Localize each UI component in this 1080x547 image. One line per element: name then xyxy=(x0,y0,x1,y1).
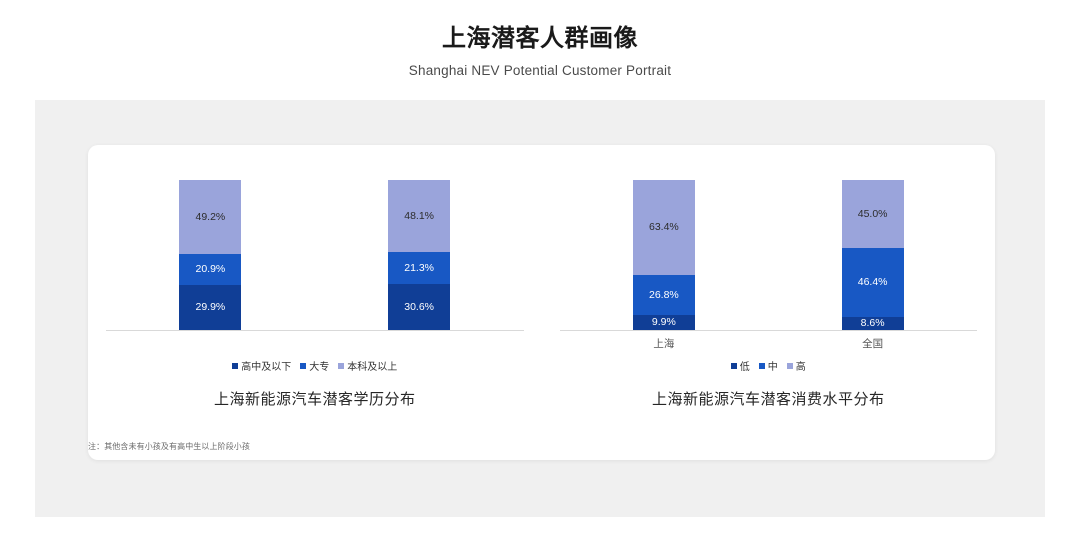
bar-segment-bachelor-plus[interactable]: 49.2% xyxy=(179,180,242,254)
legend-swatch-icon xyxy=(300,362,307,369)
legend-label: 低 xyxy=(739,362,750,373)
legend-item-medium[interactable]: 中 xyxy=(758,358,778,373)
bar-segment-low[interactable]: 9.9% xyxy=(632,315,695,330)
bar-segment-bachelor-plus[interactable]: 48.1% xyxy=(388,180,451,253)
page-subtitle: Shanghai NEV Potential Customer Portrait xyxy=(408,63,672,78)
charts-container: 49.2% 20.9% 29.9% 48.1% 21.3% 30.6% xyxy=(88,160,995,430)
bar-segment-highschool-below[interactable]: 29.9% xyxy=(179,285,242,330)
legend-swatch-icon xyxy=(730,362,737,369)
legend-swatch-icon xyxy=(338,362,345,369)
bar-column[interactable]: 49.2% 20.9% 29.9% xyxy=(179,180,242,330)
bar-segment-medium[interactable]: 26.8% xyxy=(632,275,695,316)
legend-label: 大专 xyxy=(309,362,330,373)
legend-consumption: 低 中 高 xyxy=(542,358,996,373)
x-tick-label xyxy=(388,335,450,353)
bar-segment-high[interactable]: 63.4% xyxy=(632,180,695,276)
legend-swatch-icon xyxy=(758,362,765,369)
bar-segment-medium[interactable]: 46.4% xyxy=(841,247,904,318)
x-axis-line-education xyxy=(106,330,524,331)
plot-area-education: 49.2% 20.9% 29.9% 48.1% 21.3% 30.6% xyxy=(106,180,524,330)
x-tick-label-shanghai: 上海 xyxy=(653,338,675,350)
bar-column[interactable]: 48.1% 21.3% 30.6% xyxy=(388,180,451,330)
legend-label: 高中及以下 xyxy=(241,362,292,373)
legend-education: 高中及以下 大专 本科及以上 xyxy=(88,358,542,373)
chart-caption-education: 上海新能源汽车潜客学历分布 xyxy=(213,391,416,408)
x-tick-label xyxy=(179,335,241,353)
bar-segment-low[interactable]: 8.6% xyxy=(841,317,904,330)
bar-segment-high[interactable]: 45.0% xyxy=(841,180,904,248)
legend-label: 高 xyxy=(795,362,806,373)
bar-group-consumption: 63.4% 26.8% 9.9% 45.0% 46.4% 8.6% xyxy=(560,180,978,330)
legend-label: 本科及以上 xyxy=(347,362,398,373)
x-tick-labels-consumption: 上海 全国 xyxy=(560,335,978,353)
plot-area-consumption: 63.4% 26.8% 9.9% 45.0% 46.4% 8.6% xyxy=(560,180,978,330)
page-header: 上海潜客人群画像 Shanghai NEV Potential Customer… xyxy=(0,24,1080,79)
bar-segment-highschool-below[interactable]: 30.6% xyxy=(388,284,451,330)
x-tick-labels-education xyxy=(106,335,524,353)
bar-segment-college[interactable]: 21.3% xyxy=(388,252,451,285)
page-title: 上海潜客人群画像 xyxy=(442,25,638,52)
chart-caption-consumption: 上海新能源汽车潜客消费水平分布 xyxy=(651,391,885,408)
bar-column[interactable]: 63.4% 26.8% 9.9% xyxy=(632,180,695,330)
chart-education-distribution: 49.2% 20.9% 29.9% 48.1% 21.3% 30.6% xyxy=(88,160,542,430)
bar-group-education: 49.2% 20.9% 29.9% 48.1% 21.3% 30.6% xyxy=(106,180,524,330)
x-axis-line-consumption xyxy=(559,330,977,331)
chart-consumption-level-distribution: 63.4% 26.8% 9.9% 45.0% 46.4% 8.6% 上海 全国 xyxy=(542,160,996,430)
legend-label: 中 xyxy=(767,362,778,373)
legend-swatch-icon xyxy=(232,362,239,369)
bar-column[interactable]: 45.0% 46.4% 8.6% xyxy=(841,180,904,330)
legend-item-high[interactable]: 高 xyxy=(786,358,806,373)
legend-swatch-icon xyxy=(786,362,793,369)
legend-item-bachelor-plus[interactable]: 本科及以上 xyxy=(338,358,397,373)
bar-segment-college[interactable]: 20.9% xyxy=(179,253,242,286)
legend-item-college[interactable]: 大专 xyxy=(300,358,329,373)
legend-item-highschool-below[interactable]: 高中及以下 xyxy=(232,358,291,373)
x-tick-label-nationwide: 全国 xyxy=(862,338,884,350)
footnote-text: 注：其他含未有小孩及有高中生以上阶段小孩 xyxy=(88,442,250,451)
legend-item-low[interactable]: 低 xyxy=(730,358,750,373)
